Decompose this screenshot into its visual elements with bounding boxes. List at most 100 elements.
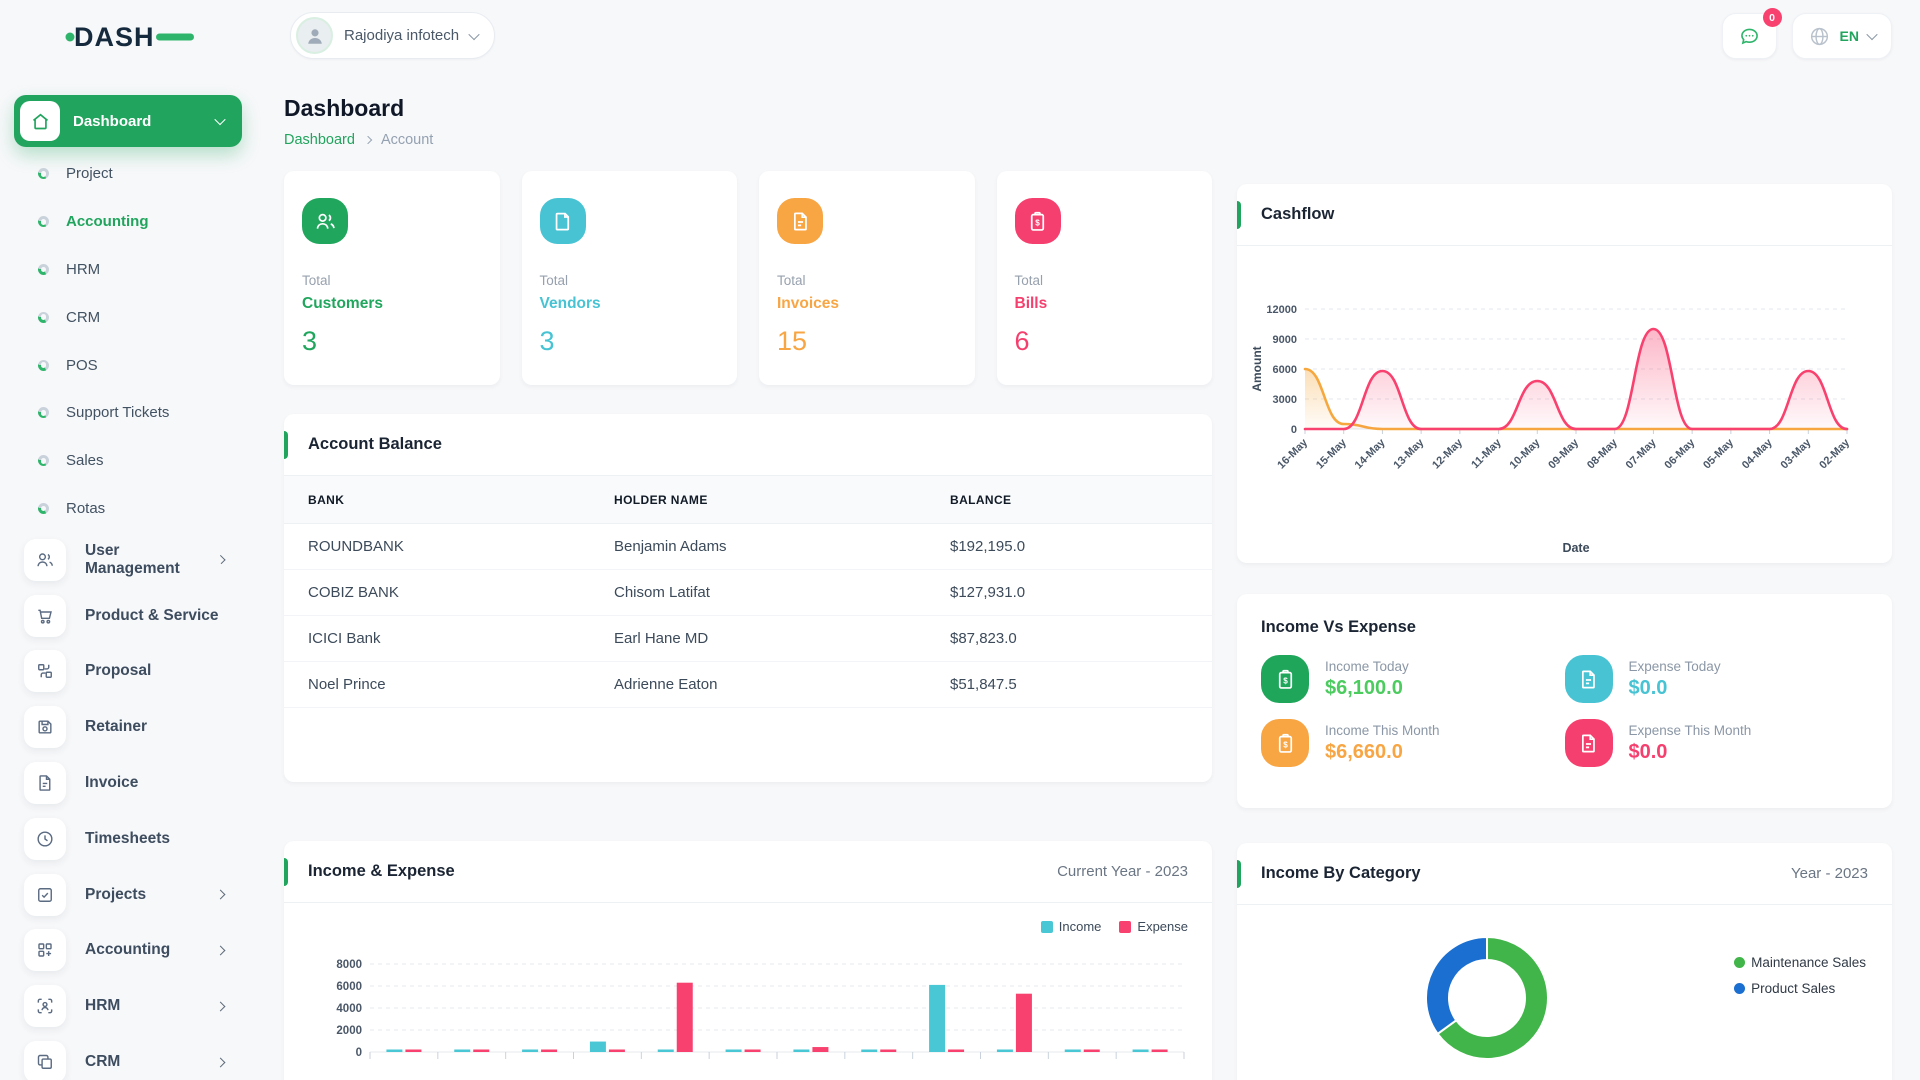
metric-label: Income Today bbox=[1325, 658, 1409, 674]
income-expense-card: Income & Expense Current Year - 2023 Inc… bbox=[284, 841, 1212, 1080]
file-icon bbox=[1564, 655, 1613, 703]
bullet-icon bbox=[38, 455, 49, 467]
sidebar-item-invoice[interactable]: Invoice bbox=[0, 755, 262, 811]
cashflow-card: Cashflow 0 3000 6000 9000 12000 16-May 15-May 1… bbox=[1237, 184, 1892, 563]
sidebar-item-support-tickets[interactable]: Support Tickets bbox=[0, 389, 262, 437]
breadcrumb-dashboard-link[interactable]: Dashboard bbox=[284, 132, 355, 148]
chevron-right-icon bbox=[216, 555, 226, 565]
balance-cell: $127,931.0 bbox=[950, 584, 1026, 601]
sidebar-item-crm[interactable]: CRM bbox=[0, 293, 262, 341]
avatar bbox=[296, 17, 333, 54]
sidebar-item-rotas[interactable]: Rotas bbox=[0, 485, 262, 533]
cart-icon bbox=[24, 594, 66, 637]
bank-cell: ICICI Bank bbox=[308, 630, 381, 647]
bank-cell: Noel Prince bbox=[308, 676, 386, 693]
bar-chart-legend: Income Expense bbox=[308, 919, 1188, 934]
chevron-down-icon bbox=[1866, 28, 1878, 41]
chevron-right-icon bbox=[215, 945, 226, 956]
stat-card-vendors: Total Vendors 3 bbox=[521, 171, 737, 385]
stat-card-customers: Total Customers 3 bbox=[284, 171, 500, 385]
sidebar-item-hrm-module[interactable]: HRM bbox=[0, 978, 262, 1034]
bank-cell: COBIZ BANK bbox=[308, 584, 399, 601]
clipboard-dollar-icon bbox=[1261, 655, 1309, 703]
sidebar-item-proposal[interactable]: Proposal bbox=[0, 644, 262, 700]
card-title: Cashflow bbox=[1261, 205, 1335, 223]
sidebar-item-retainer[interactable]: Retainer bbox=[0, 699, 262, 755]
table-row: COBIZ BANK Chisom Latifat $127,931.0 bbox=[284, 570, 1212, 616]
breadcrumb: Dashboard Account bbox=[284, 132, 1212, 148]
check-square-icon bbox=[24, 873, 66, 916]
svg-text:9000: 9000 bbox=[1273, 334, 1297, 346]
holder-cell: Adrienne Eaton bbox=[614, 676, 718, 693]
legend-income: Income bbox=[1040, 919, 1101, 934]
clipboard-dollar-icon bbox=[1014, 198, 1061, 244]
chevron-right-icon bbox=[215, 889, 226, 900]
income-today-item: Income Today $6,100.0 bbox=[1261, 655, 1565, 703]
sidebar-item-pos[interactable]: POS bbox=[0, 341, 262, 389]
sidebar-item-accounting-module[interactable]: Accounting bbox=[0, 923, 262, 979]
chevron-right-icon bbox=[363, 135, 373, 145]
dash-logo-icon: DASH bbox=[65, 22, 194, 52]
svg-text:08-May: 08-May bbox=[1585, 436, 1620, 471]
svg-text:4000: 4000 bbox=[336, 1003, 362, 1015]
balance-cell: $87,823.0 bbox=[950, 630, 1017, 647]
stat-card-invoices: Total Invoices 15 bbox=[759, 171, 975, 385]
maintenance-sales-dot bbox=[1734, 957, 1746, 968]
language-selector[interactable]: EN bbox=[1791, 13, 1892, 59]
stat-value: 6 bbox=[1014, 326, 1030, 356]
stat-label: Bills bbox=[1014, 295, 1048, 312]
stat-value: 15 bbox=[777, 326, 808, 356]
bullet-icon bbox=[38, 263, 49, 275]
cashflow-area-chart: 0 3000 6000 9000 12000 16-May 15-May 14-May 13-M… bbox=[1250, 304, 1853, 555]
sidebar-item-user-management[interactable]: User Management bbox=[0, 532, 262, 588]
holder-cell: Chisom Latifat bbox=[614, 584, 710, 601]
sidebar-item-accounting[interactable]: Accounting bbox=[0, 198, 262, 246]
svg-text:04-May: 04-May bbox=[1740, 436, 1775, 471]
donut-legend: Maintenance Sales Product Sales bbox=[1734, 955, 1866, 996]
expense-today-item: Expense Today $0.0 bbox=[1564, 655, 1869, 703]
sidebar-item-crm-module[interactable]: CRM bbox=[0, 1034, 262, 1080]
sidebar-item-projects[interactable]: Projects bbox=[0, 867, 262, 923]
svg-text:0: 0 bbox=[1291, 424, 1297, 436]
users-icon bbox=[24, 538, 66, 581]
bank-cell: ROUNDBANK bbox=[308, 538, 404, 555]
messages-button[interactable]: 0 bbox=[1721, 8, 1782, 59]
svg-text:6000: 6000 bbox=[1273, 364, 1297, 376]
sidebar-item-dashboard[interactable]: Dashboard bbox=[14, 95, 242, 147]
table-row: Noel Prince Adrienne Eaton $51,847.5 bbox=[284, 662, 1212, 708]
income-by-category-card: Income By Category Year - 2023 Maintenan… bbox=[1237, 843, 1892, 1080]
sidebar-item-hrm[interactable]: HRM bbox=[0, 246, 262, 294]
sidebar-item-project[interactable]: Project bbox=[0, 150, 262, 198]
account-balance-card: Account Balance BANK HOLDER NAME BALANCE… bbox=[284, 414, 1212, 782]
holder-cell: Benjamin Adams bbox=[614, 538, 727, 555]
balance-cell: $51,847.5 bbox=[950, 676, 1017, 693]
income-vs-expense-card: Income Vs Expense Income Today $6,100.0 … bbox=[1237, 594, 1892, 808]
file-icon bbox=[1564, 719, 1613, 767]
svg-text:09-May: 09-May bbox=[1546, 436, 1581, 471]
users-icon bbox=[302, 198, 348, 244]
card-title: Account Balance bbox=[308, 435, 442, 453]
balance-cell: $192,195.0 bbox=[950, 538, 1026, 555]
stat-label: Invoices bbox=[777, 295, 840, 312]
sidebar-item-timesheets[interactable]: Timesheets bbox=[0, 811, 262, 867]
card-period: Current Year - 2023 bbox=[1057, 863, 1188, 880]
stat-label: Vendors bbox=[539, 295, 601, 312]
page-title: Dashboard bbox=[284, 95, 405, 121]
metric-value: $6,660.0 bbox=[1325, 740, 1403, 763]
stat-prefix: Total bbox=[302, 273, 331, 288]
company-switcher[interactable]: Rajodiya infotech bbox=[290, 12, 496, 59]
sidebar-item-sales[interactable]: Sales bbox=[0, 437, 262, 485]
sidebar-item-product-service[interactable]: Product & Service bbox=[0, 588, 262, 644]
holder-cell: Earl Hane MD bbox=[614, 630, 709, 647]
svg-text:2000: 2000 bbox=[336, 1025, 362, 1037]
stat-prefix: Total bbox=[539, 273, 569, 288]
breadcrumb-current: Account bbox=[380, 132, 434, 148]
svg-text:16-May: 16-May bbox=[1275, 436, 1310, 471]
bullet-icon bbox=[38, 502, 49, 514]
stat-value: 3 bbox=[302, 326, 318, 356]
metric-value: $0.0 bbox=[1628, 740, 1668, 763]
note-icon bbox=[539, 198, 586, 244]
card-header: Cashflow bbox=[1237, 184, 1892, 246]
column-balance: BALANCE bbox=[950, 492, 1012, 507]
svg-text:05-May: 05-May bbox=[1701, 436, 1736, 471]
